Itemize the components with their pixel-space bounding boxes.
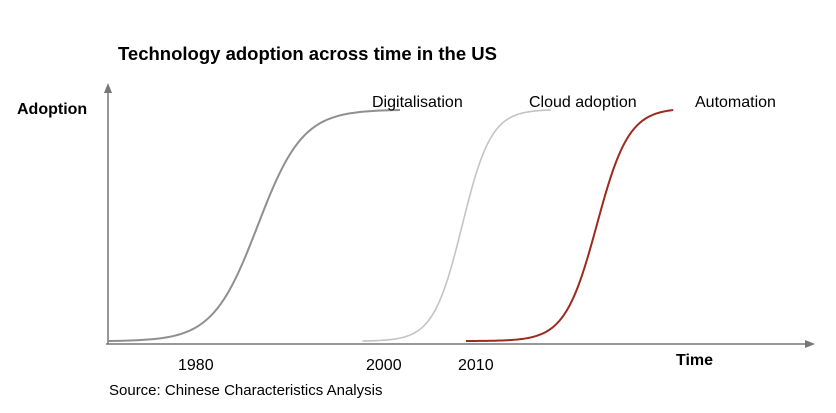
x-tick-2000: 2000 bbox=[366, 357, 402, 374]
source-note: Source: Chinese Characteristics Analysis bbox=[109, 382, 383, 399]
series-label-automation: Automation bbox=[695, 94, 776, 111]
series-label-digitalisation: Digitalisation bbox=[372, 94, 463, 111]
series-line-digitalisation bbox=[107, 109, 401, 342]
x-tick-1980: 1980 bbox=[178, 357, 214, 374]
series-line-cloud-adoption bbox=[362, 109, 551, 342]
series-label-cloud-adoption: Cloud adoption bbox=[529, 94, 637, 111]
chart-title: Technology adoption across time in the U… bbox=[118, 43, 497, 64]
x-axis-label: Time bbox=[676, 352, 714, 369]
y-axis-arrow bbox=[104, 83, 112, 93]
x-tick-2010: 2010 bbox=[458, 357, 494, 374]
y-axis-label: Adoption bbox=[17, 101, 88, 118]
series-line-automation bbox=[465, 109, 674, 342]
x-axis-arrow bbox=[805, 340, 815, 348]
